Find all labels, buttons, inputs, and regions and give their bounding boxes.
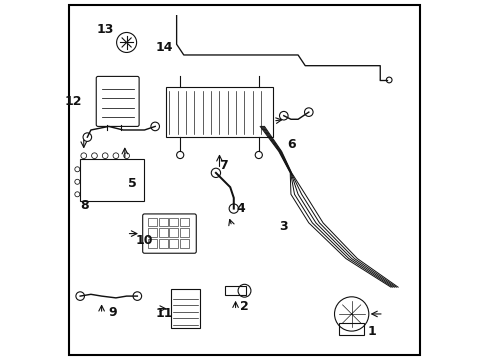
- Text: 10: 10: [136, 234, 153, 247]
- Bar: [169, 228, 178, 237]
- Bar: [80, 158, 144, 202]
- Text: 8: 8: [81, 198, 89, 212]
- Bar: [180, 228, 189, 237]
- Bar: [148, 217, 157, 226]
- Bar: [169, 217, 178, 226]
- Bar: [339, 323, 364, 336]
- Bar: [159, 217, 167, 226]
- Text: 5: 5: [127, 177, 136, 190]
- Text: 1: 1: [367, 325, 376, 338]
- Bar: [159, 228, 167, 237]
- Text: 11: 11: [155, 307, 173, 320]
- Text: 3: 3: [278, 220, 287, 233]
- Bar: [165, 87, 272, 137]
- Text: 7: 7: [218, 159, 227, 172]
- Bar: [224, 287, 246, 295]
- Bar: [169, 239, 178, 248]
- Text: 6: 6: [287, 138, 296, 151]
- Text: 9: 9: [108, 306, 117, 319]
- Text: 12: 12: [64, 95, 82, 108]
- Bar: [148, 228, 157, 237]
- Text: 14: 14: [155, 41, 173, 54]
- Text: 4: 4: [236, 202, 245, 215]
- Bar: [148, 239, 157, 248]
- Bar: [171, 289, 200, 328]
- Bar: [180, 217, 189, 226]
- Text: 2: 2: [240, 300, 248, 313]
- Bar: [180, 239, 189, 248]
- Text: 13: 13: [97, 23, 114, 36]
- Bar: [159, 239, 167, 248]
